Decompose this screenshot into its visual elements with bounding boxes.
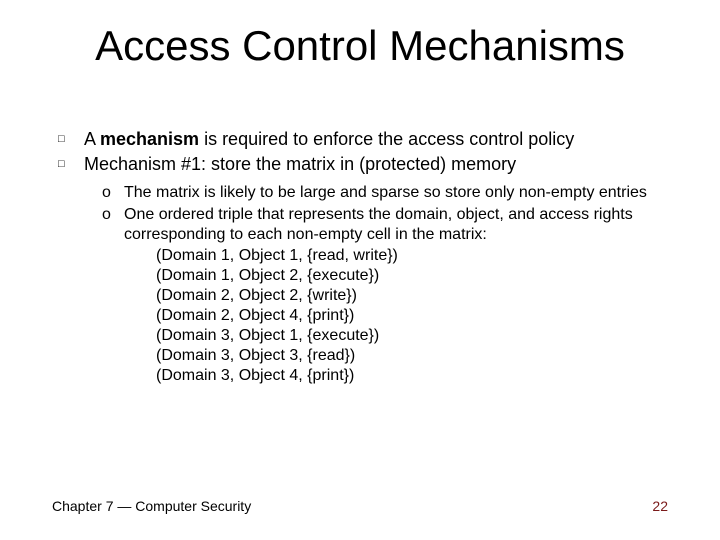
triple-item: (Domain 1, Object 2, {execute})	[156, 266, 678, 286]
text-prefix: A	[84, 129, 100, 149]
triple-item: (Domain 2, Object 4, {print})	[156, 306, 678, 326]
footer-chapter: Chapter 7 — Computer Security	[52, 498, 251, 514]
bullet-l2: o One ordered triple that represents the…	[102, 205, 678, 386]
text-strong: mechanism	[100, 129, 199, 149]
bullet-text: The matrix is likely to be large and spa…	[124, 183, 678, 203]
bullet-text: One ordered triple that represents the d…	[124, 205, 678, 386]
footer-page-number: 22	[652, 498, 668, 514]
bullet-l1: □ A mechanism is required to enforce the…	[58, 128, 678, 151]
triple-item: (Domain 1, Object 1, {read, write})	[156, 246, 678, 266]
triple-item: (Domain 3, Object 3, {read})	[156, 346, 678, 366]
slide: Access Control Mechanisms □ A mechanism …	[0, 0, 720, 540]
triple-item: (Domain 3, Object 4, {print})	[156, 366, 678, 386]
bullet-text: A mechanism is required to enforce the a…	[84, 128, 678, 151]
bullet-l1: □ Mechanism #1: store the matrix in (pro…	[58, 153, 678, 176]
triple-item: (Domain 2, Object 2, {write})	[156, 286, 678, 306]
slide-title: Access Control Mechanisms	[0, 22, 720, 70]
text-rest: is required to enforce the access contro…	[199, 129, 574, 149]
triple-item: (Domain 3, Object 1, {execute})	[156, 326, 678, 346]
circle-bullet-icon: o	[102, 205, 124, 386]
triple-list: (Domain 1, Object 1, {read, write}) (Dom…	[156, 246, 678, 386]
circle-bullet-icon: o	[102, 183, 124, 203]
bullet-lead: One ordered triple that represents the d…	[124, 206, 633, 243]
bullet-l2: o The matrix is likely to be large and s…	[102, 183, 678, 203]
slide-body: □ A mechanism is required to enforce the…	[58, 128, 678, 388]
bullet-text: Mechanism #1: store the matrix in (prote…	[84, 153, 678, 176]
square-bullet-icon: □	[58, 128, 84, 151]
square-bullet-icon: □	[58, 153, 84, 176]
sub-bullets: o The matrix is likely to be large and s…	[102, 183, 678, 386]
